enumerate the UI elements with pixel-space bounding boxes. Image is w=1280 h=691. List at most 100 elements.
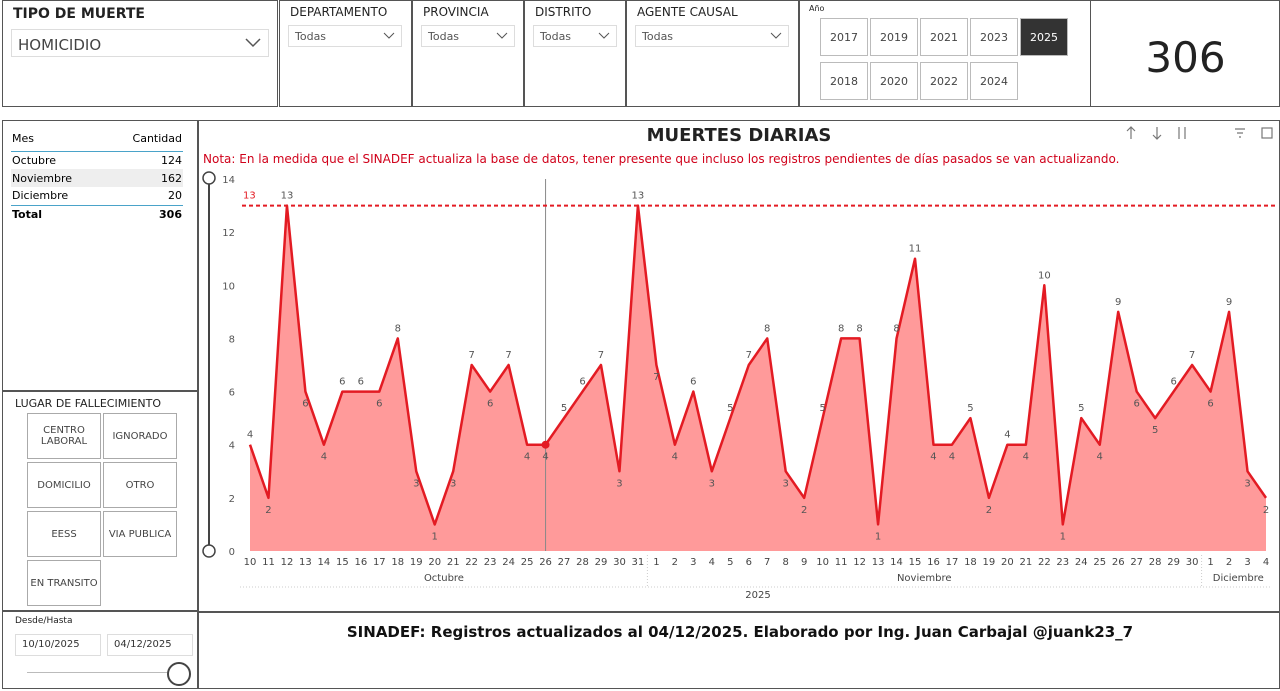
table-total: Total 306 [11, 205, 183, 223]
filter-year: Año 2017 2019 2021 2023 2025 2018 2020 2022 2024 [799, 0, 1091, 107]
table-cell: 162 [161, 171, 182, 185]
value-label: 3 [413, 478, 419, 489]
lugar-button[interactable]: VIA PUBLICA [103, 511, 177, 557]
x-tick-label: 24 [502, 557, 515, 568]
lugar-button[interactable]: EN TRANSITO [27, 560, 101, 606]
lugar-button[interactable]: DOMICILIO [27, 462, 101, 508]
x-tick-label: 3 [1244, 557, 1250, 568]
slider-track [27, 672, 175, 673]
value-label: 6 [358, 377, 364, 388]
reference-label: 13 [243, 191, 256, 202]
year-button[interactable]: 2022 [920, 62, 968, 100]
date-label: Desde/Hasta [15, 616, 73, 626]
slider-handle[interactable] [202, 171, 216, 185]
value-label: 5 [819, 403, 825, 414]
table-cell: Noviembre [12, 171, 73, 185]
slider-handle[interactable] [167, 662, 191, 686]
value-label: 7 [598, 350, 604, 361]
dropdown[interactable]: Todas [635, 25, 789, 47]
table-row[interactable]: Octubre 124 [11, 151, 183, 169]
value-label: 6 [1134, 399, 1140, 410]
x-tick-label: 3 [690, 557, 696, 568]
x-tick-label: 17 [946, 557, 959, 568]
year-button[interactable]: 2025 [1020, 18, 1068, 56]
dropdown-value: HOMICIDIO [18, 36, 102, 54]
toolbar[interactable] [1126, 126, 1273, 140]
header-cell: Mes [12, 132, 34, 146]
lugar-panel: LUGAR DE FALLECIMIENTO CENTRO LABORAL IGN… [2, 391, 198, 611]
lugar-button[interactable]: OTRO [103, 462, 177, 508]
slider-handle[interactable] [202, 544, 216, 558]
value-label: 3 [450, 478, 456, 489]
year-button[interactable]: 2018 [820, 62, 868, 100]
y-tick-label: 12 [222, 228, 235, 239]
value-label: 8 [838, 323, 844, 334]
dropdown[interactable]: HOMICIDIO [11, 29, 269, 57]
value-label: 3 [709, 478, 715, 489]
year-button[interactable]: 2017 [820, 18, 868, 56]
x-tick-label: 26 [539, 557, 552, 568]
x-tick-label: 25 [1093, 557, 1106, 568]
value-label: 4 [1097, 452, 1103, 463]
x-tick-label: 30 [613, 557, 626, 568]
value-label: 9 [1115, 297, 1121, 308]
value-label: 7 [505, 350, 511, 361]
lugar-button[interactable]: EESS [27, 511, 101, 557]
x-tick-label: 12 [281, 557, 294, 568]
value-label: 2 [801, 505, 807, 516]
value-label: 8 [395, 323, 401, 334]
dropdown[interactable]: Todas [533, 25, 617, 47]
year-label: 2025 [745, 590, 770, 601]
y-tick-label: 14 [222, 175, 235, 186]
x-tick-label: 30 [1186, 557, 1199, 568]
x-tick-label: 16 [354, 557, 367, 568]
month-table-panel: Mes Cantidad Octubre 124 Noviembre 162 Diciemb… [2, 120, 198, 391]
value-label: 1 [1060, 531, 1066, 542]
date-from[interactable]: 10/10/2025 [15, 634, 101, 656]
y-tick-label: 10 [222, 281, 235, 292]
table-cell: Octubre [12, 153, 57, 167]
lugar-button[interactable]: CENTRO LABORAL [27, 413, 101, 459]
footer-panel: SINADEF: Registros actualizados al 04/12… [198, 612, 1280, 689]
x-tick-label: 25 [521, 557, 534, 568]
x-tick-label: 24 [1075, 557, 1088, 568]
x-tick-label: 23 [1056, 557, 1069, 568]
x-tick-label: 15 [336, 557, 349, 568]
year-button[interactable]: 2021 [920, 18, 968, 56]
value-label: 4 [524, 452, 530, 463]
date-to[interactable]: 04/12/2025 [107, 634, 193, 656]
value-label: 8 [856, 323, 862, 334]
table-row[interactable]: Diciembre 20 [11, 187, 183, 205]
year-button[interactable]: 2019 [870, 18, 918, 56]
value-label: 6 [376, 399, 382, 410]
dropdown[interactable]: Todas [288, 25, 402, 47]
x-tick-label: 8 [783, 557, 789, 568]
x-tick-label: 29 [1167, 557, 1180, 568]
chart-title: MUERTES DIARIAS [647, 125, 832, 146]
x-tick-label: 2 [1226, 557, 1232, 568]
table-header: Mes Cantidad [11, 127, 183, 151]
x-tick-label: 4 [709, 557, 715, 568]
value-label: 9 [1226, 297, 1232, 308]
chart: MUERTES DIARIAS Nota: En la medida que e… [202, 125, 1276, 601]
x-tick-label: 27 [1130, 557, 1143, 568]
month-table: Mes Cantidad Octubre 124 Noviembre 162 Diciemb… [11, 127, 183, 223]
table-row[interactable]: Noviembre 162 [11, 169, 183, 187]
year-button[interactable]: 2024 [970, 62, 1018, 100]
lugar-button[interactable]: IGNORADO [103, 413, 177, 459]
dropdown[interactable]: Todas [421, 25, 515, 47]
x-tick-label: 28 [576, 557, 589, 568]
year-button[interactable]: 2020 [870, 62, 918, 100]
hover-point [541, 440, 550, 449]
year-button[interactable]: 2023 [970, 18, 1018, 56]
value-label: 5 [1078, 403, 1084, 414]
value-label: 1 [875, 531, 881, 542]
chart-panel: MUERTES DIARIAS Nota: En la medida que e… [198, 120, 1280, 612]
header-cell: Cantidad [132, 132, 182, 146]
value-label: 4 [542, 452, 548, 463]
x-tick-label: 19 [983, 557, 996, 568]
value-label: 2 [1263, 505, 1269, 516]
value-label: 6 [302, 399, 308, 410]
value-label: 13 [281, 191, 294, 202]
